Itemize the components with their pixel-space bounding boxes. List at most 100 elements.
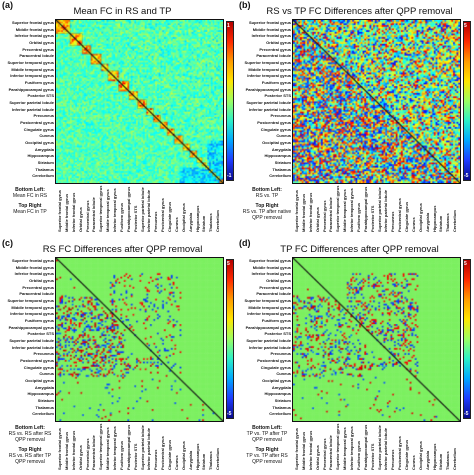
x-region-label: Fusiform gyrus: [118, 202, 124, 232]
x-region-label: Inferior parietal lobule: [146, 427, 152, 470]
y-region-label: Thalamus: [272, 166, 291, 172]
x-region-label: Fusiform gyrus: [118, 440, 124, 470]
x-region-labels: Superior frontal gyrus Middle frontal gyr…: [292, 186, 461, 234]
y-region-label: Inferior frontal gyrus: [14, 271, 54, 277]
legend-top-right-head: Top Right: [18, 203, 42, 209]
panel-a: (a) Mean FC in RS and TP Superior fronta…: [0, 0, 237, 237]
x-region-label: Cerebellum: [452, 210, 458, 232]
x-region-label: Occipital gyrus: [417, 441, 423, 470]
legend-bottom-left-head: Bottom Left:: [15, 187, 45, 193]
y-region-label: Striatum: [274, 398, 291, 403]
y-region-label: Superior temporal gyrus: [244, 60, 291, 65]
y-region-label: Precuneus: [33, 351, 54, 357]
y-region-label: Middle temporal gyrus: [248, 304, 291, 310]
x-region-label: Hippocampus: [194, 443, 200, 470]
x-region-label: Posterior STS: [369, 443, 375, 470]
x-region-label: Postcentral gyrus: [160, 198, 166, 232]
x-region-label: Occipital gyrus: [180, 203, 186, 232]
panel-label: (a): [2, 0, 13, 10]
x-region-labels: Superior frontal gyrus Middle frontal gyr…: [292, 424, 461, 472]
x-region-label: Inferior temporal gyrus: [349, 188, 354, 232]
legend: Bottom Left: RS vs. TP Top Right RS vs. …: [241, 187, 293, 221]
y-region-label: Striatum: [37, 160, 54, 165]
x-region-label: Superior temporal gyrus: [335, 423, 341, 470]
x-region-label: Posterior STS: [369, 205, 375, 232]
legend-bottom-left-head: Bottom Left:: [252, 187, 282, 193]
x-region-label: Superior parietal lobule: [139, 187, 145, 232]
x-region-label: Inferior parietal lobule: [146, 189, 152, 232]
x-region-label: Postcentral gyrus: [160, 436, 166, 470]
y-region-label: Precuneus: [270, 351, 291, 357]
x-region-label: Thalamus: [208, 213, 214, 232]
panel-label: (b): [239, 0, 251, 10]
y-region-label: Inferior parietal lobule: [248, 344, 291, 350]
legend: Bottom Left: Mean FC in RS Top Right Mea…: [4, 187, 56, 215]
x-region-label: Striatum: [201, 215, 207, 232]
colorbar-min: -5: [464, 411, 469, 417]
legend-bottom-left-text: RS vs. RS after RS QPP removal: [8, 431, 52, 443]
x-region-label: Inferior parietal lobule: [383, 189, 389, 232]
y-region-label: Superior parietal lobule: [246, 338, 291, 343]
y-region-label: Thalamus: [272, 404, 291, 410]
legend-bottom-left-text: TP vs. TP after TP QPP removal: [246, 431, 288, 443]
x-region-label: Paracentral lobule: [91, 435, 97, 470]
x-region-label: Fusiform gyrus: [355, 440, 361, 470]
x-region-label: Middle frontal gyrus: [63, 193, 69, 232]
y-region-label: Inferior temporal gyrus: [10, 311, 54, 317]
y-region-label: Cingulate gyrus: [23, 126, 54, 132]
x-region-label: Fusiform gyrus: [355, 202, 361, 232]
panel-b: (b) RS vs TP FC Differences after QPP re…: [237, 0, 474, 237]
y-region-label: Hippocampus: [264, 391, 291, 397]
x-region-label: Cingulate gyrus: [404, 201, 409, 232]
y-region-label: Cerebellum: [269, 173, 291, 179]
y-region-label: Inferior temporal gyrus: [247, 73, 291, 79]
y-region-label: Amygdala: [34, 384, 54, 390]
y-region-label: Thalamus: [35, 404, 54, 410]
legend-bottom-left-head: Bottom Left:: [15, 425, 45, 431]
x-region-label: Occipital gyrus: [417, 203, 423, 232]
x-region-label: Cingulate gyrus: [404, 439, 409, 470]
legend-bottom-left-text: RS vs. TP: [255, 193, 279, 199]
y-region-label: Middle frontal gyrus: [15, 26, 54, 32]
x-region-label: Posterior STS: [132, 205, 138, 232]
fc-matrix: [55, 19, 224, 184]
y-region-label: Occipital gyrus: [25, 140, 54, 145]
x-region-label: Occipital gyrus: [180, 441, 186, 470]
y-region-label: Superior frontal gyrus: [248, 20, 291, 25]
y-region-label: Cingulate gyrus: [260, 126, 291, 132]
y-region-label: Amygdala: [271, 384, 291, 390]
x-region-label: Orbital gyrus: [314, 445, 320, 470]
x-region-label: Striatum: [438, 453, 444, 470]
panel-label: (c): [2, 238, 13, 248]
x-region-label: Postcentral gyrus: [397, 436, 403, 470]
x-region-label: Parahippocampal gyrus: [125, 186, 131, 232]
x-region-label: Cuneus: [410, 217, 416, 232]
legend-top-right-head: Top Right: [255, 203, 279, 209]
x-region-label: Amygdala: [424, 212, 430, 232]
y-region-labels: Superior frontal gyrus Middle frontal gyr…: [237, 19, 291, 184]
colorbar-min: -5: [464, 173, 469, 179]
y-region-label: Superior frontal gyrus: [11, 20, 54, 25]
legend-bottom-left-head: Bottom Left:: [252, 425, 282, 431]
y-region-label: Inferior temporal gyrus: [247, 311, 291, 317]
x-region-label: Precuneus: [153, 211, 159, 232]
x-region-label: Cuneus: [173, 217, 179, 232]
x-region-label: Superior parietal lobule: [376, 425, 382, 470]
colorbar: [226, 259, 234, 419]
y-region-label: Orbital gyrus: [29, 40, 54, 45]
y-region-label: Parahippocampal gyrus: [245, 86, 291, 92]
y-region-label: Striatum: [274, 160, 291, 165]
y-region-label: Paracentral lobule: [19, 53, 54, 59]
y-region-label: Middle temporal gyrus: [11, 66, 54, 72]
y-region-label: Middle frontal gyrus: [15, 264, 54, 270]
y-region-labels: Superior frontal gyrus Middle frontal gyr…: [0, 257, 54, 422]
x-region-label: Precuneus: [390, 211, 396, 232]
x-region-label: Superior frontal gyrus: [57, 189, 62, 232]
x-region-label: Middle frontal gyrus: [300, 193, 306, 232]
x-region-label: Inferior temporal gyrus: [349, 426, 354, 470]
y-region-label: Superior frontal gyrus: [11, 258, 54, 263]
y-region-label: Precentral gyrus: [259, 46, 291, 52]
x-region-label: Cerebellum: [215, 448, 221, 470]
x-region-label: Thalamus: [445, 213, 451, 232]
x-region-labels: Superior frontal gyrus Middle frontal gyr…: [55, 424, 224, 472]
